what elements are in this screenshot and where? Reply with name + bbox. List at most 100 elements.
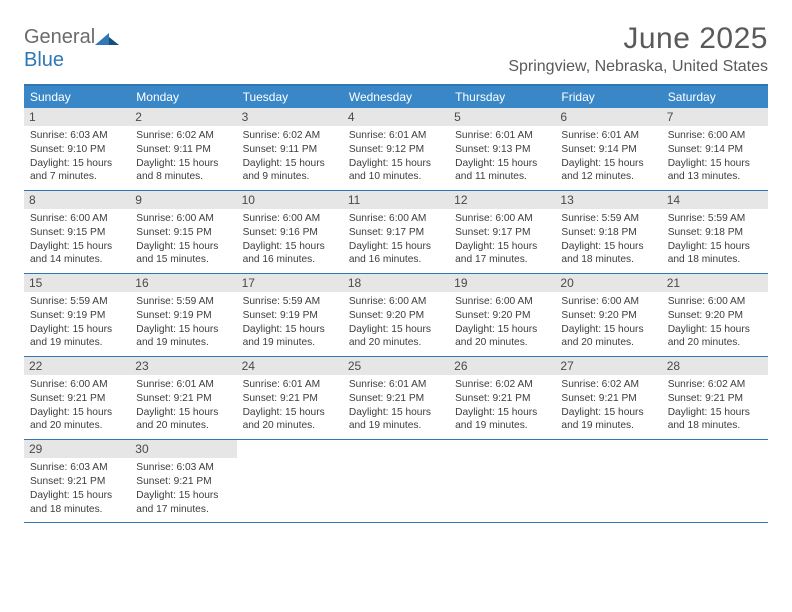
day-cell: 12Sunrise: 6:00 AMSunset: 9:17 PMDayligh…: [449, 191, 555, 273]
logo: General Blue: [24, 22, 121, 72]
day-number: 19: [449, 274, 555, 292]
daylight-text: and 11 minutes.: [455, 170, 551, 184]
daylight-text: and 19 minutes.: [561, 419, 657, 433]
daylight-text: Daylight: 15 hours: [136, 240, 232, 254]
day-number: 9: [130, 191, 236, 209]
daylight-text: and 17 minutes.: [455, 253, 551, 267]
logo-word-2: Blue: [24, 49, 64, 71]
dow-tuesday: Tuesday: [237, 86, 343, 108]
day-cell: 5Sunrise: 6:01 AMSunset: 9:13 PMDaylight…: [449, 108, 555, 190]
day-cell: [662, 440, 768, 522]
weeks-container: 1Sunrise: 6:03 AMSunset: 9:10 PMDaylight…: [24, 108, 768, 523]
week-row: 1Sunrise: 6:03 AMSunset: 9:10 PMDaylight…: [24, 108, 768, 191]
day-number: 24: [237, 357, 343, 375]
daylight-text: and 20 minutes.: [30, 419, 126, 433]
day-cell: 2Sunrise: 6:02 AMSunset: 9:11 PMDaylight…: [130, 108, 236, 190]
daylight-text: and 8 minutes.: [136, 170, 232, 184]
sunset-text: Sunset: 9:11 PM: [243, 143, 339, 157]
day-cell: 1Sunrise: 6:03 AMSunset: 9:10 PMDaylight…: [24, 108, 130, 190]
daylight-text: Daylight: 15 hours: [561, 240, 657, 254]
daylight-text: and 20 minutes.: [349, 336, 445, 350]
week-row: 29Sunrise: 6:03 AMSunset: 9:21 PMDayligh…: [24, 440, 768, 523]
day-number: 11: [343, 191, 449, 209]
day-cell: 26Sunrise: 6:02 AMSunset: 9:21 PMDayligh…: [449, 357, 555, 439]
daylight-text: Daylight: 15 hours: [243, 157, 339, 171]
daylight-text: Daylight: 15 hours: [136, 323, 232, 337]
sunrise-text: Sunrise: 5:59 AM: [136, 295, 232, 309]
daylight-text: Daylight: 15 hours: [561, 406, 657, 420]
day-number: 30: [130, 440, 236, 458]
sunrise-text: Sunrise: 6:00 AM: [349, 295, 445, 309]
sunset-text: Sunset: 9:15 PM: [30, 226, 126, 240]
day-number: 28: [662, 357, 768, 375]
dow-wednesday: Wednesday: [343, 86, 449, 108]
daylight-text: and 20 minutes.: [243, 419, 339, 433]
sunrise-text: Sunrise: 6:02 AM: [455, 378, 551, 392]
day-number: 5: [449, 108, 555, 126]
daylight-text: Daylight: 15 hours: [243, 240, 339, 254]
sunrise-text: Sunrise: 6:03 AM: [30, 129, 126, 143]
day-cell: [555, 440, 661, 522]
day-number: 16: [130, 274, 236, 292]
sunset-text: Sunset: 9:19 PM: [136, 309, 232, 323]
daylight-text: Daylight: 15 hours: [30, 489, 126, 503]
sunrise-text: Sunrise: 6:02 AM: [561, 378, 657, 392]
day-cell: 6Sunrise: 6:01 AMSunset: 9:14 PMDaylight…: [555, 108, 661, 190]
daylight-text: Daylight: 15 hours: [455, 240, 551, 254]
dow-monday: Monday: [130, 86, 236, 108]
sunset-text: Sunset: 9:21 PM: [668, 392, 764, 406]
daylight-text: and 19 minutes.: [243, 336, 339, 350]
day-cell: 17Sunrise: 5:59 AMSunset: 9:19 PMDayligh…: [237, 274, 343, 356]
logo-word-1: General: [24, 26, 95, 48]
page-title: June 2025: [508, 22, 768, 56]
sunset-text: Sunset: 9:21 PM: [561, 392, 657, 406]
sunset-text: Sunset: 9:20 PM: [349, 309, 445, 323]
daylight-text: and 9 minutes.: [243, 170, 339, 184]
daylight-text: Daylight: 15 hours: [561, 323, 657, 337]
daylight-text: Daylight: 15 hours: [136, 406, 232, 420]
day-number: 29: [24, 440, 130, 458]
sunset-text: Sunset: 9:18 PM: [561, 226, 657, 240]
sunset-text: Sunset: 9:12 PM: [349, 143, 445, 157]
day-cell: 11Sunrise: 6:00 AMSunset: 9:17 PMDayligh…: [343, 191, 449, 273]
daylight-text: Daylight: 15 hours: [668, 406, 764, 420]
day-cell: 3Sunrise: 6:02 AMSunset: 9:11 PMDaylight…: [237, 108, 343, 190]
day-number: 6: [555, 108, 661, 126]
daylight-text: Daylight: 15 hours: [455, 157, 551, 171]
day-cell: 18Sunrise: 6:00 AMSunset: 9:20 PMDayligh…: [343, 274, 449, 356]
daylight-text: and 10 minutes.: [349, 170, 445, 184]
daylight-text: Daylight: 15 hours: [30, 406, 126, 420]
sunset-text: Sunset: 9:19 PM: [30, 309, 126, 323]
day-number: 20: [555, 274, 661, 292]
day-cell: 9Sunrise: 6:00 AMSunset: 9:15 PMDaylight…: [130, 191, 236, 273]
sunset-text: Sunset: 9:11 PM: [136, 143, 232, 157]
sunset-text: Sunset: 9:15 PM: [136, 226, 232, 240]
logo-mark-icon: [95, 31, 121, 47]
sunrise-text: Sunrise: 6:00 AM: [455, 212, 551, 226]
page: General Blue June 2025 Springview, Nebra…: [0, 0, 792, 541]
daylight-text: and 20 minutes.: [455, 336, 551, 350]
week-row: 15Sunrise: 5:59 AMSunset: 9:19 PMDayligh…: [24, 274, 768, 357]
daylight-text: and 12 minutes.: [561, 170, 657, 184]
day-cell: 19Sunrise: 6:00 AMSunset: 9:20 PMDayligh…: [449, 274, 555, 356]
header: General Blue June 2025 Springview, Nebra…: [24, 22, 768, 76]
day-number: 17: [237, 274, 343, 292]
day-cell: 23Sunrise: 6:01 AMSunset: 9:21 PMDayligh…: [130, 357, 236, 439]
daylight-text: and 20 minutes.: [136, 419, 232, 433]
sunset-text: Sunset: 9:21 PM: [136, 392, 232, 406]
day-number: 4: [343, 108, 449, 126]
dow-sunday: Sunday: [24, 86, 130, 108]
sunrise-text: Sunrise: 6:01 AM: [349, 129, 445, 143]
day-number: 8: [24, 191, 130, 209]
sunset-text: Sunset: 9:14 PM: [668, 143, 764, 157]
day-cell: 24Sunrise: 6:01 AMSunset: 9:21 PMDayligh…: [237, 357, 343, 439]
day-of-week-header: Sunday Monday Tuesday Wednesday Thursday…: [24, 86, 768, 108]
sunset-text: Sunset: 9:10 PM: [30, 143, 126, 157]
day-cell: 30Sunrise: 6:03 AMSunset: 9:21 PMDayligh…: [130, 440, 236, 522]
sunrise-text: Sunrise: 6:01 AM: [561, 129, 657, 143]
sunrise-text: Sunrise: 6:00 AM: [668, 129, 764, 143]
daylight-text: and 16 minutes.: [349, 253, 445, 267]
day-number: 10: [237, 191, 343, 209]
daylight-text: Daylight: 15 hours: [349, 157, 445, 171]
sunrise-text: Sunrise: 6:01 AM: [455, 129, 551, 143]
